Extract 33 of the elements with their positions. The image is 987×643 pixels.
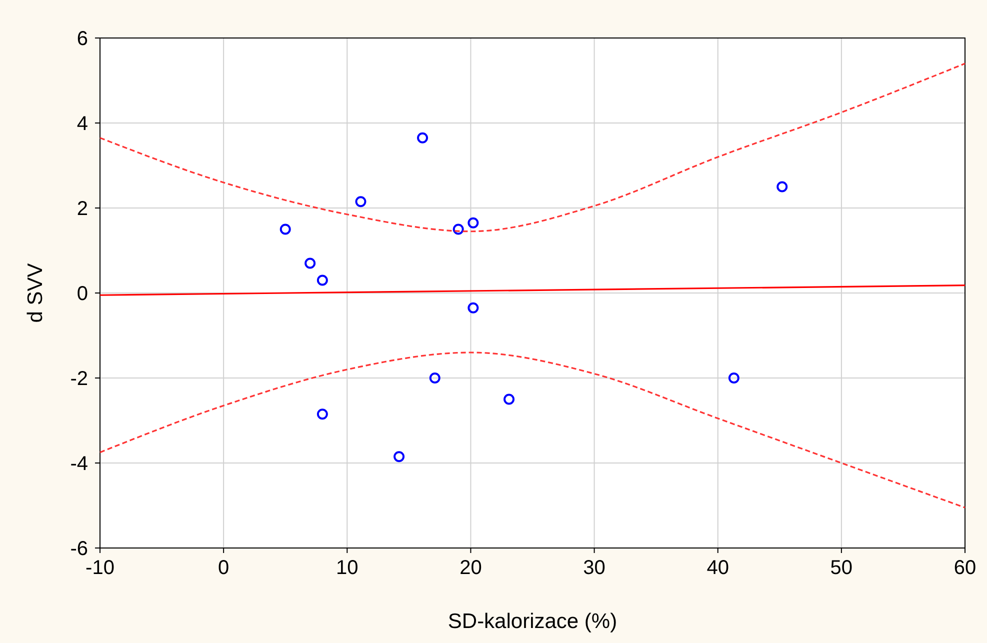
- point: [504, 394, 515, 405]
- point: [468, 302, 479, 314]
- point: [316, 408, 328, 420]
- point: [776, 181, 788, 192]
- x-tick-label: 60: [954, 557, 976, 579]
- line-series: [99, 352, 966, 508]
- point: [280, 224, 291, 235]
- point: [316, 274, 328, 286]
- x-tick-label: 0: [218, 557, 230, 579]
- x-tick-label: 20: [460, 557, 482, 579]
- y-tick-label: -2: [70, 368, 88, 390]
- point: [728, 372, 740, 384]
- point: [304, 258, 316, 269]
- y-tick-label: 0: [76, 283, 88, 305]
- y-axis-title: d SVV: [24, 263, 47, 323]
- y-tick-label: 4: [76, 113, 88, 135]
- x-tick-label: -10: [86, 557, 114, 579]
- x-tick-label: 30: [583, 557, 606, 579]
- y-tick-label: 6: [76, 28, 88, 50]
- point: [355, 196, 366, 208]
- point: [452, 224, 464, 235]
- x-axis-title: SD-kalorizace (%): [448, 610, 618, 633]
- x-tick-label: 40: [706, 557, 729, 579]
- y-tick-label: -6: [70, 538, 88, 560]
- y-tick-label: -4: [70, 453, 88, 475]
- point: [468, 217, 479, 228]
- x-tick-label: 10: [336, 557, 358, 579]
- x-tick-label: 50: [830, 557, 853, 579]
- y-tick-label: 2: [76, 198, 88, 220]
- line-series: [99, 62, 966, 232]
- point: [429, 372, 440, 384]
- point: [417, 132, 428, 144]
- point: [394, 451, 405, 462]
